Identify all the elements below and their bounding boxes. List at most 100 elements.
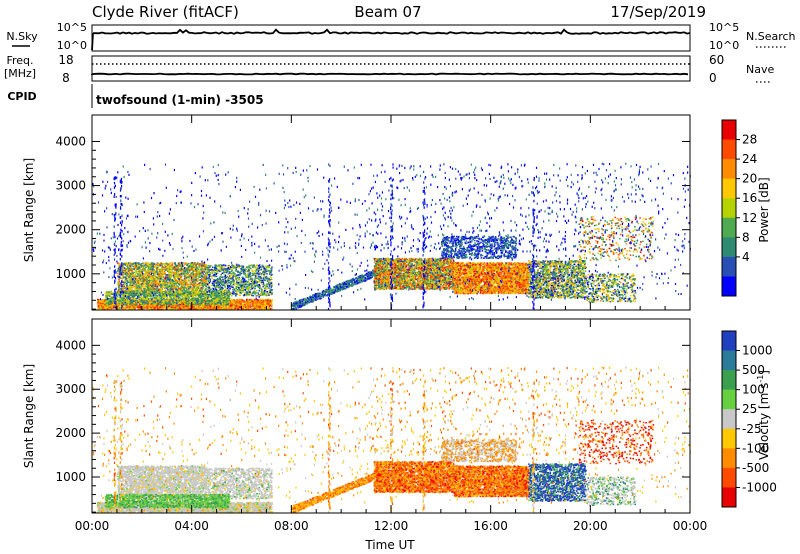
power-cell	[156, 268, 158, 270]
power-cell	[111, 300, 113, 302]
power-cell	[125, 286, 127, 289]
power-cell	[132, 305, 135, 307]
power-cell	[268, 307, 270, 309]
power-cell	[170, 281, 173, 283]
power-cell	[209, 307, 211, 309]
power-cell	[147, 274, 150, 276]
power-cell	[187, 276, 190, 278]
power-cell	[123, 307, 125, 309]
power-cell	[132, 272, 134, 274]
power-cell	[205, 278, 207, 280]
power-cell	[145, 287, 148, 290]
power-cell	[128, 269, 131, 271]
power-cell	[190, 265, 192, 268]
power-cell	[267, 302, 269, 305]
power-cell	[219, 307, 222, 310]
power-cell	[116, 305, 118, 307]
power-cell	[186, 299, 189, 302]
date-title: 17/Sep/2019	[610, 3, 706, 21]
power-cell	[186, 284, 188, 286]
power-cell	[166, 267, 168, 270]
freq-panel-frame	[91, 55, 691, 82]
power-cell	[169, 266, 171, 269]
power-cell	[163, 272, 165, 274]
power-cell	[140, 269, 142, 272]
power-cell	[198, 288, 201, 291]
power-cell	[223, 304, 225, 306]
power-cell	[168, 271, 170, 274]
power-cell	[125, 272, 127, 274]
power-cell	[269, 304, 272, 307]
power-cell	[195, 270, 197, 272]
power-cell	[103, 308, 105, 310]
power-cell	[147, 284, 149, 287]
power-cell	[137, 288, 139, 290]
power-cell	[173, 280, 176, 283]
power-cell	[140, 263, 142, 265]
power-cell	[141, 264, 144, 267]
power-cell	[195, 280, 197, 283]
power-cell	[163, 306, 166, 309]
power-cell	[126, 270, 128, 273]
power-cell	[249, 306, 252, 308]
power-cell	[188, 308, 190, 310]
power-cell	[248, 303, 251, 306]
power-cell	[185, 268, 188, 271]
power-cell	[269, 300, 272, 302]
power-cell	[146, 262, 149, 264]
power-cell	[126, 278, 129, 280]
power-cell	[212, 305, 214, 307]
power-cell	[118, 307, 120, 309]
power-cell	[139, 289, 141, 292]
power-cell	[148, 264, 151, 267]
power-cell	[97, 303, 99, 306]
power-cell	[150, 305, 153, 307]
power-cell	[181, 302, 184, 304]
power-cell	[185, 305, 188, 307]
power-cell	[187, 279, 190, 281]
power-cell	[110, 307, 113, 310]
noise-right-tick-bottom: 10^0	[709, 39, 739, 52]
power-cell	[154, 307, 156, 309]
power-cell	[230, 304, 233, 307]
power-cell	[175, 287, 177, 289]
power-cell	[180, 265, 182, 267]
power-cell	[123, 263, 126, 265]
power-cell	[231, 307, 234, 309]
power-cell	[180, 279, 183, 281]
power-cell	[188, 305, 190, 307]
power-cell	[100, 301, 103, 303]
power-cell	[235, 304, 238, 307]
power-cell	[131, 289, 134, 291]
power-cell	[233, 300, 235, 302]
power-cell	[181, 305, 184, 307]
power-cell	[249, 300, 252, 302]
power-cell	[135, 305, 137, 308]
power-cell	[256, 303, 258, 306]
power-cell	[101, 304, 103, 306]
power-cell	[186, 306, 189, 309]
power-cell	[174, 269, 177, 271]
power-cell	[193, 281, 195, 283]
power-cell	[176, 307, 179, 310]
power-cell	[133, 276, 136, 278]
power-cell	[189, 288, 191, 291]
power-cell	[237, 298, 240, 301]
power-cell	[237, 308, 239, 310]
power-cell	[245, 303, 248, 305]
power-cell	[185, 275, 188, 278]
power-cell	[132, 274, 134, 276]
power-cell	[129, 275, 132, 277]
power-cell	[177, 270, 180, 273]
power-cell	[173, 307, 175, 309]
power-cell	[185, 262, 188, 264]
power-cell	[97, 301, 99, 303]
power-cell	[184, 305, 187, 308]
power-cell	[221, 307, 224, 310]
power-cell	[145, 305, 148, 307]
power-cell	[213, 306, 216, 308]
power-cell	[211, 307, 213, 310]
power-cell	[196, 284, 198, 287]
power-cell	[186, 288, 188, 291]
